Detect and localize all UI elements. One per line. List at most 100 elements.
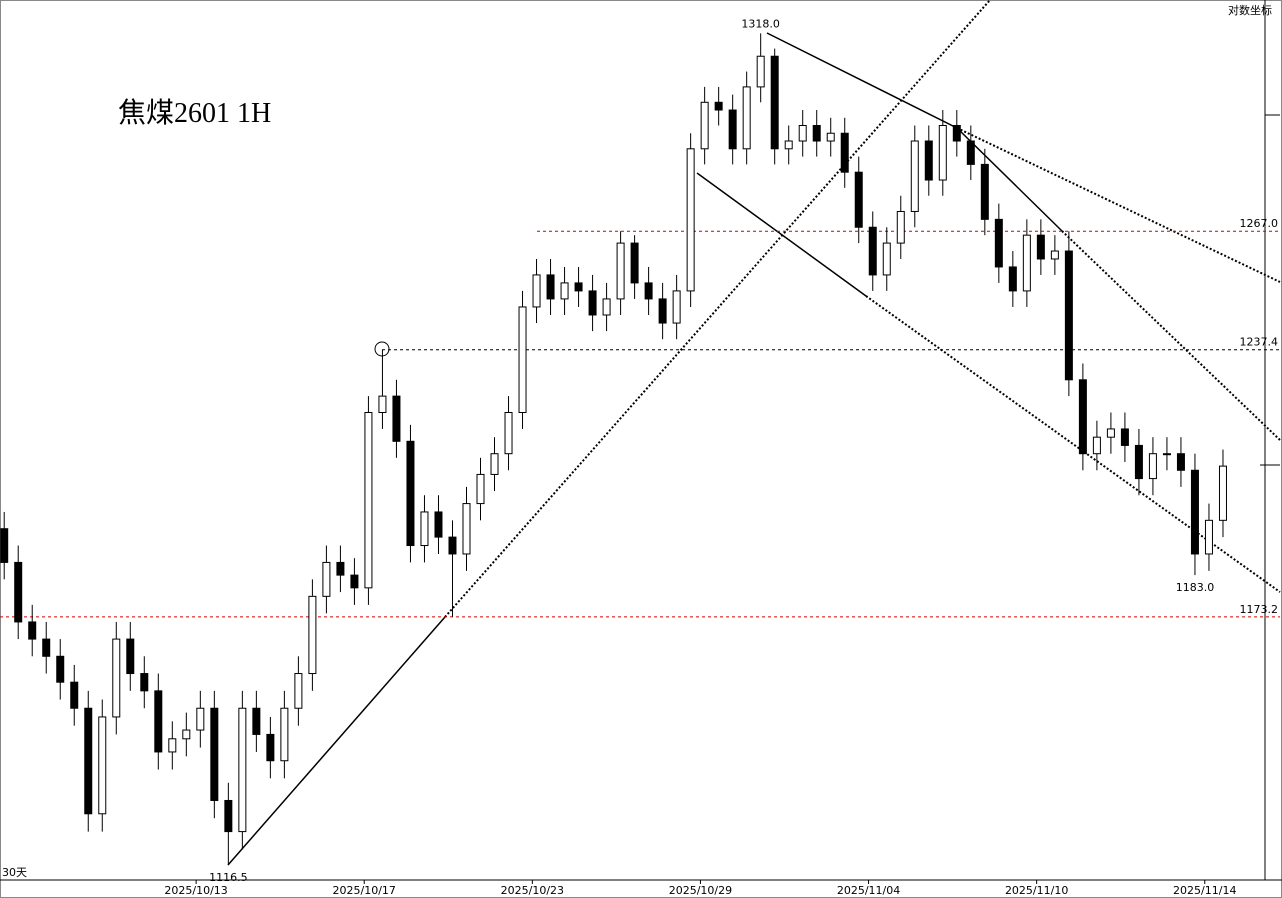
candle-body bbox=[728, 109, 737, 150]
candle-body bbox=[252, 707, 261, 735]
candle-body bbox=[14, 561, 23, 623]
candle-body bbox=[504, 412, 513, 455]
candle-body bbox=[1204, 519, 1213, 555]
price-annotation: 1318.0 bbox=[741, 17, 780, 30]
candle-body bbox=[980, 163, 989, 220]
x-tick-label: 2025/11/14 bbox=[1173, 884, 1236, 897]
candle-body bbox=[1008, 266, 1017, 292]
candle-body bbox=[966, 140, 975, 165]
candle-body bbox=[1218, 465, 1227, 521]
candle-body bbox=[574, 282, 583, 292]
candle-body bbox=[518, 306, 527, 414]
candle-body bbox=[630, 242, 639, 284]
candle-body bbox=[84, 707, 93, 815]
trend-line bbox=[444, 0, 991, 618]
candle-body bbox=[448, 536, 457, 555]
candle-body bbox=[686, 148, 695, 292]
candle-body bbox=[1120, 428, 1129, 446]
candle-body bbox=[1176, 453, 1185, 471]
candle-body bbox=[672, 290, 681, 324]
x-tick-label: 2025/10/13 bbox=[164, 884, 227, 897]
x-tick-label: 2025/11/04 bbox=[837, 884, 900, 897]
candle-body bbox=[854, 171, 863, 228]
candle-body bbox=[560, 282, 569, 300]
candle-body bbox=[1050, 250, 1059, 260]
x-tick-label: 2025/11/10 bbox=[1005, 884, 1068, 897]
candle-body bbox=[1036, 234, 1045, 260]
candle-body bbox=[182, 729, 191, 740]
candle-body bbox=[532, 274, 541, 308]
candle-body bbox=[1106, 428, 1115, 438]
candle-body bbox=[392, 395, 401, 442]
candle-body bbox=[56, 655, 65, 683]
candle-body bbox=[336, 561, 345, 576]
level-label: 1173.2 bbox=[1240, 603, 1279, 616]
candle-body bbox=[112, 638, 121, 718]
candle-body bbox=[700, 101, 709, 150]
candle-body bbox=[168, 738, 177, 753]
candle-body bbox=[490, 453, 499, 475]
candle-body bbox=[756, 55, 765, 88]
candle-body bbox=[714, 101, 723, 111]
candle-body bbox=[364, 412, 373, 589]
candle-body bbox=[420, 511, 429, 547]
candle-body bbox=[1064, 250, 1073, 381]
candle-body bbox=[476, 473, 485, 505]
x-tick-label: 2025/10/17 bbox=[333, 884, 396, 897]
candle-body bbox=[770, 55, 779, 150]
price-annotation: 1183.0 bbox=[1176, 581, 1215, 594]
candle-body bbox=[812, 124, 821, 142]
candle-body bbox=[840, 132, 849, 173]
candle-body bbox=[546, 274, 555, 300]
candle-body bbox=[224, 799, 233, 833]
candle-body bbox=[126, 638, 135, 675]
candle-body bbox=[140, 673, 149, 692]
candle-body bbox=[658, 298, 667, 324]
candle-body bbox=[28, 621, 37, 640]
candle-body bbox=[1162, 453, 1171, 456]
level-label: 1237.4 bbox=[1240, 336, 1279, 349]
candle-body bbox=[924, 140, 933, 181]
candle-body bbox=[1078, 379, 1087, 455]
candle-body bbox=[868, 226, 877, 276]
candle-body bbox=[994, 218, 1003, 268]
scale-note: 对数坐标 bbox=[1228, 3, 1272, 17]
candle-body bbox=[294, 673, 303, 709]
trend-line bbox=[227, 616, 446, 866]
candle-body bbox=[462, 503, 471, 555]
candle-body bbox=[266, 733, 275, 762]
candle-body bbox=[308, 595, 317, 675]
candle-body bbox=[210, 707, 219, 801]
candle-body bbox=[196, 707, 205, 731]
candle-body bbox=[406, 440, 415, 547]
candle-body bbox=[798, 124, 807, 142]
x-tick-label: 2025/10/29 bbox=[669, 884, 732, 897]
candle-body bbox=[280, 707, 289, 762]
candle-body bbox=[742, 86, 751, 150]
candle-body bbox=[1148, 453, 1157, 480]
chart-title: 焦煤2601 1H bbox=[118, 97, 271, 129]
period-label: 30天 bbox=[2, 866, 27, 879]
candle-body bbox=[644, 282, 653, 300]
candle-body bbox=[938, 124, 947, 181]
candle-body bbox=[952, 124, 961, 142]
trend-line bbox=[766, 32, 958, 129]
candle-body bbox=[602, 298, 611, 316]
price-annotation: 1116.5 bbox=[209, 871, 248, 884]
candle-body bbox=[784, 140, 793, 150]
candle-body bbox=[378, 395, 387, 414]
candle-body bbox=[826, 132, 835, 142]
candle-body bbox=[882, 242, 891, 276]
candle-body bbox=[154, 690, 163, 753]
candle-body bbox=[616, 242, 625, 300]
candle-body bbox=[1092, 436, 1101, 455]
candle-body bbox=[1134, 444, 1143, 480]
candle-body bbox=[0, 528, 9, 563]
candle-body bbox=[434, 511, 443, 538]
candle-body bbox=[238, 707, 247, 833]
candle-body bbox=[42, 638, 51, 657]
x-tick-label: 2025/10/23 bbox=[501, 884, 564, 897]
candle-body bbox=[1022, 234, 1031, 292]
candle-body bbox=[1190, 469, 1199, 555]
